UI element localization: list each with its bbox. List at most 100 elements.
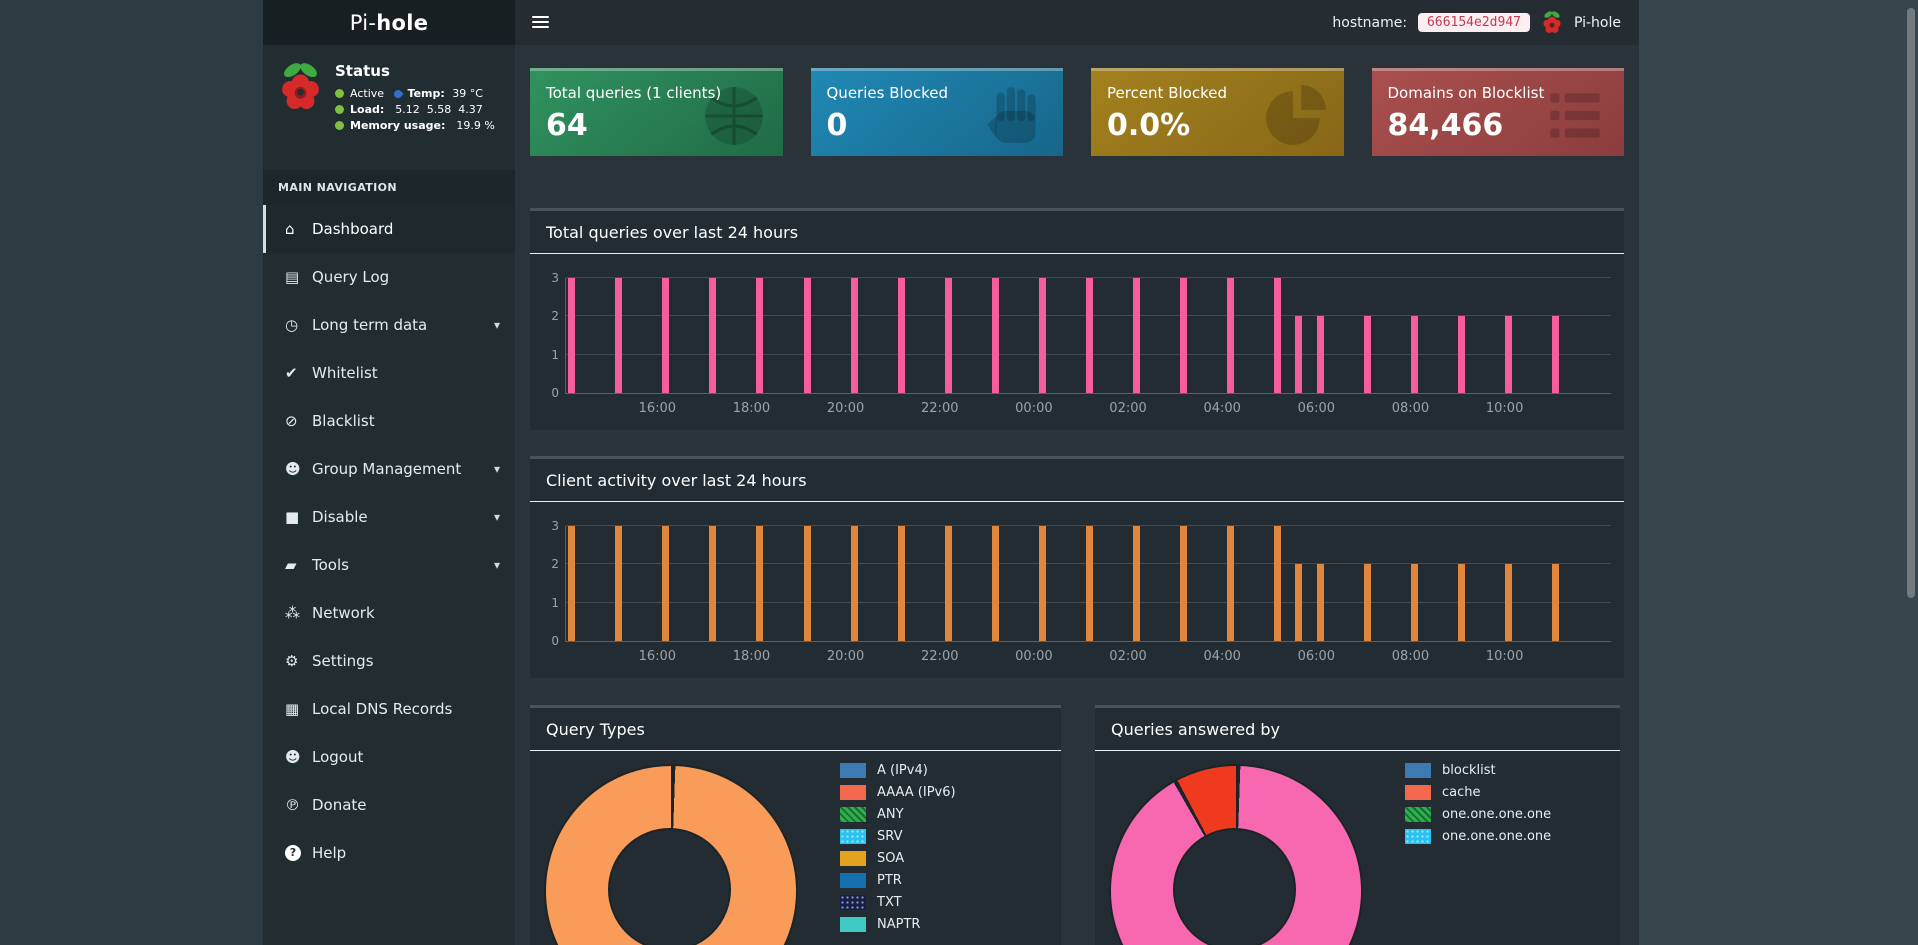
legend-swatch	[1405, 785, 1431, 800]
sidebar-item-label: Help	[312, 844, 347, 862]
bar	[944, 278, 952, 393]
chevron-down-icon: ▾	[493, 462, 500, 476]
legend-label: A (IPv4)	[877, 763, 928, 778]
client-activity-chart[interactable]: 0 1 2 3 16:00 18:00 20:00 22:00 00:00 02:00 04:00 0…	[530, 506, 1624, 678]
sitemap-icon: ⁂	[285, 604, 300, 622]
sidebar-item-tools[interactable]: ▰ Tools ▾	[263, 541, 515, 589]
x-axis-tick: 04:00	[1203, 401, 1241, 416]
total-queries-chart-card: Total queries over last 24 hours 0 1 2 3 16:…	[530, 208, 1624, 430]
client-activity-chart-card: Client activity over last 24 hours 0 1 2 3 1…	[530, 456, 1624, 678]
sidebar-item-query-log[interactable]: ▤ Query Log	[263, 253, 515, 301]
bar	[803, 278, 811, 393]
x-axis-tick: 20:00	[826, 401, 865, 416]
bar	[1552, 316, 1560, 393]
scrollbar[interactable]	[1907, 0, 1917, 945]
bar	[850, 526, 858, 641]
legend-swatch	[1405, 829, 1431, 844]
queries-answered-by-donut[interactable]	[1109, 764, 1363, 945]
sidebar-item-disable[interactable]: ■ Disable ▾	[263, 493, 515, 541]
bar	[1317, 564, 1325, 641]
question-circle-icon: ?	[285, 845, 301, 861]
bar	[1552, 564, 1560, 641]
query-types-donut[interactable]	[544, 764, 798, 945]
globe-icon	[701, 83, 767, 149]
x-axis-tick: 18:00	[732, 649, 771, 664]
x-axis-tick: 22:00	[921, 401, 959, 416]
legend-item[interactable]: A (IPv4)	[840, 763, 956, 778]
sidebar-item-long-term-data[interactable]: ◷ Long term data ▾	[263, 301, 515, 349]
sidebar-toggle-icon[interactable]	[532, 16, 549, 29]
chevron-down-icon: ▾	[493, 318, 500, 332]
stat-card-title: Queries Blocked	[826, 84, 948, 102]
bar	[756, 278, 764, 393]
sidebar-item-donate[interactable]: ℗ Donate	[263, 781, 515, 829]
legend-item[interactable]: NAPTR	[840, 917, 956, 932]
sidebar-item-group-management[interactable]: ☻ Group Management ▾	[263, 445, 515, 493]
sidebar-item-label: Dashboard	[312, 220, 394, 238]
sidebar-item-label: Whitelist	[312, 364, 378, 382]
x-axis-tick: 22:00	[921, 649, 959, 664]
bar	[662, 278, 670, 393]
bar	[709, 526, 717, 641]
sidebar-item-label: Group Management	[312, 460, 462, 478]
bar	[1227, 526, 1235, 641]
legend-label: blocklist	[1442, 763, 1496, 778]
legend-item[interactable]: PTR	[840, 873, 956, 888]
app-window: Pi-hole hostname: 666154e2d947 Pi-hole S…	[263, 0, 1639, 945]
stat-card-title: Domains on Blocklist	[1387, 84, 1545, 102]
sidebar-item-help[interactable]: ? Help	[263, 829, 515, 877]
bar	[1411, 316, 1419, 393]
plot-area[interactable]: 0 1 2 3 16:00 18:00 20:00 22:00 00:00 02:00 04:00 0…	[551, 519, 1611, 664]
status-line: Load: 5.12 5.58 4.37	[335, 103, 495, 116]
status-line: Memory usage: 19.9 %	[335, 119, 495, 132]
bar	[1317, 316, 1325, 393]
sidebar-section-label: MAIN NAVIGATION	[263, 170, 515, 205]
sidebar-item-settings[interactable]: ⚙ Settings	[263, 637, 515, 685]
app-logo[interactable]: Pi-hole	[263, 0, 515, 45]
status-line: Active Temp: 39 °C	[335, 87, 495, 100]
stat-card-value: 0	[826, 108, 848, 143]
status-ok-dot-icon	[335, 105, 344, 114]
bar	[1411, 564, 1419, 641]
bar	[756, 526, 764, 641]
legend-item[interactable]: cache	[1405, 785, 1551, 800]
temperature-icon	[391, 87, 404, 100]
scrollbar-thumb[interactable]	[1907, 8, 1915, 598]
x-axis-tick: 00:00	[1015, 401, 1053, 416]
pie-icon	[1262, 83, 1328, 149]
legend-item[interactable]: AAAA (IPv6)	[840, 785, 956, 800]
legend-item[interactable]: blocklist	[1405, 763, 1551, 778]
sidebar-item-blacklist[interactable]: ⊘ Blacklist	[263, 397, 515, 445]
y-axis-tick: 3	[551, 519, 559, 533]
brand-suffix: hole	[376, 10, 429, 35]
sidebar-item-dashboard[interactable]: ⌂ Dashboard	[263, 205, 515, 253]
legend-item[interactable]: ANY	[840, 807, 956, 822]
y-axis-tick: 2	[551, 557, 559, 572]
brand-prefix: Pi-	[349, 10, 377, 35]
sidebar-item-label: Logout	[312, 748, 364, 766]
legend-item[interactable]: TXT	[840, 895, 956, 910]
legend-swatch	[840, 851, 866, 866]
bar	[615, 278, 623, 393]
x-axis-tick: 16:00	[638, 401, 677, 416]
legend-item[interactable]: SOA	[840, 851, 956, 866]
users-icon: ☻	[285, 460, 301, 478]
bar	[991, 278, 999, 393]
sidebar-item-label: Query Log	[312, 268, 390, 286]
bar	[1180, 278, 1188, 393]
legend-item[interactable]: SRV	[840, 829, 956, 844]
sidebar-item-logout[interactable]: ☻ Logout	[263, 733, 515, 781]
y-axis-tick: 1	[551, 595, 559, 610]
legend-swatch	[840, 785, 866, 800]
total-queries-chart[interactable]: 0 1 2 3 16:00 18:00 20:00 22:00 00:00 02:00 04:00 0…	[530, 258, 1624, 430]
legend-item[interactable]: one.one.one.one	[1405, 807, 1551, 822]
legend-item[interactable]: one.one.one.one	[1405, 829, 1551, 844]
x-axis-tick: 02:00	[1109, 401, 1147, 416]
legend-label: PTR	[877, 873, 902, 888]
sidebar-item-local-dns-records[interactable]: ▦ Local DNS Records	[263, 685, 515, 733]
y-axis-tick: 0	[551, 634, 559, 648]
bar	[1274, 526, 1282, 641]
sidebar-item-whitelist[interactable]: ✔ Whitelist	[263, 349, 515, 397]
plot-area[interactable]: 0 1 2 3 16:00 18:00 20:00 22:00 00:00 02:00 04:00 0…	[551, 271, 1611, 416]
sidebar-item-network[interactable]: ⁂ Network	[263, 589, 515, 637]
